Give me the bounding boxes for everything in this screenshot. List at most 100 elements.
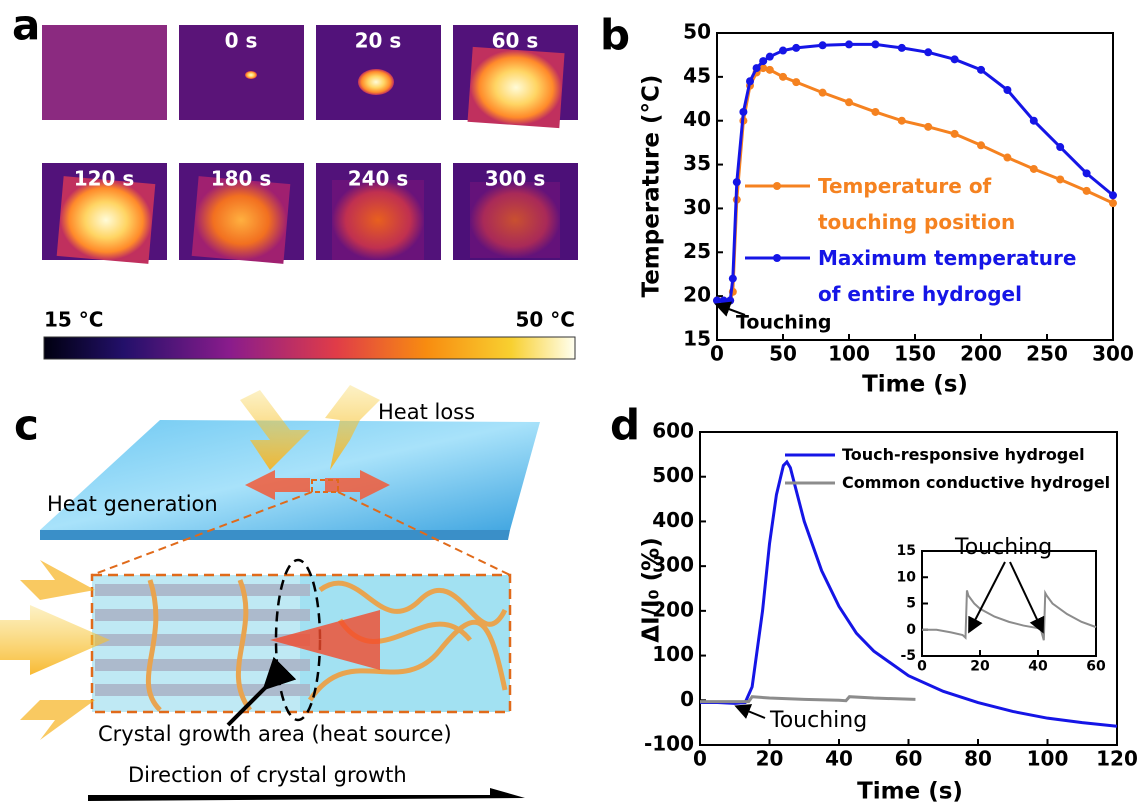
- data-point: [950, 55, 959, 64]
- slab-edge: [40, 530, 510, 540]
- thermal-image: [179, 25, 304, 120]
- panel-label: c: [14, 401, 39, 450]
- zoom-line: [91, 491, 313, 576]
- legend-marker: [773, 182, 781, 190]
- annotation: Touching: [736, 312, 831, 334]
- x-tick-label: 60: [1086, 659, 1106, 675]
- time-label: 180 s: [211, 167, 272, 191]
- data-point: [779, 46, 787, 55]
- plot-frame: [921, 550, 1097, 657]
- heat-arrow: [245, 470, 310, 500]
- data-point: [765, 52, 774, 61]
- x-tick-label: 50: [769, 342, 797, 366]
- y-tick-label: 50: [683, 20, 711, 44]
- annotation-arrow: [734, 704, 766, 719]
- x-tick-label: 120: [1096, 747, 1138, 771]
- diagram-label: Heat loss: [378, 400, 475, 424]
- x-tick-label: 100: [1027, 747, 1069, 771]
- time-label: 300 s: [485, 167, 546, 191]
- data-point: [1003, 153, 1012, 162]
- x-tick-label: 40: [825, 747, 853, 771]
- diagram-label: Crystal growth area (heat source): [98, 722, 452, 746]
- time-label: 20 s: [355, 29, 402, 53]
- x-tick-label: 20: [970, 659, 990, 675]
- data-point: [746, 77, 754, 86]
- panel-label: a: [12, 1, 40, 50]
- data-point: [792, 78, 801, 87]
- heat-arrow: [325, 470, 390, 500]
- y-axis-label: Temperature (°C): [639, 75, 665, 298]
- x-axis-label: Time (s): [862, 372, 968, 398]
- data-point: [1109, 191, 1117, 200]
- colorbar-max: 50 °C: [516, 308, 575, 332]
- time-label: 0 s: [225, 29, 258, 53]
- data-point: [977, 65, 985, 74]
- y-tick-label: 600: [652, 419, 694, 443]
- y-tick-label: 5: [906, 596, 916, 612]
- legend-marker: [773, 254, 781, 262]
- data-point: [1029, 164, 1038, 173]
- legend-entry: Temperature of touching position: [818, 174, 1015, 234]
- data-point: [1056, 175, 1065, 184]
- x-tick-label: 100: [828, 342, 870, 366]
- data-point: [871, 107, 880, 116]
- data-point: [897, 116, 906, 125]
- panel-label: d: [610, 401, 640, 450]
- heat-arrow: [20, 700, 95, 740]
- panel-label: b: [600, 11, 630, 60]
- hot-spot: [358, 69, 394, 95]
- data-point: [845, 98, 853, 107]
- x-tick-label: 0: [693, 747, 707, 771]
- y-tick-label: -100: [644, 732, 694, 756]
- y-tick-label: 40: [683, 107, 711, 131]
- y-tick-label: 0: [906, 622, 916, 638]
- annotation-arrow: [714, 301, 746, 317]
- series-line: [700, 459, 1118, 728]
- data-point: [1029, 116, 1038, 125]
- data-point: [779, 72, 787, 81]
- series-line: [700, 695, 916, 704]
- annotation-arrow: [1009, 561, 1045, 634]
- y-tick-label: 400: [652, 508, 694, 532]
- data-point: [818, 88, 827, 97]
- x-tick-label: 200: [960, 342, 1002, 366]
- data-point: [1109, 199, 1117, 208]
- data-point: [728, 274, 737, 283]
- y-tick-label: 30: [683, 195, 711, 219]
- y-tick-label: 500: [652, 463, 694, 487]
- hot-spot: [467, 46, 565, 129]
- legend-entry: Common conductive hydrogel: [842, 473, 1111, 492]
- y-tick-label: 35: [683, 151, 711, 175]
- data-point: [1082, 186, 1091, 195]
- heat-arrow: [240, 390, 310, 470]
- data-point: [1003, 86, 1012, 95]
- legend-entry: Touch-responsive hydrogel: [842, 445, 1085, 464]
- data-point: [759, 57, 768, 66]
- data-point: [977, 141, 985, 150]
- annotation: Touching: [769, 708, 867, 733]
- direction-arrow: [88, 788, 525, 801]
- data-point: [897, 43, 906, 52]
- y-tick-label: 100: [652, 642, 694, 666]
- data-point: [726, 296, 735, 305]
- y-tick-label: 200: [652, 597, 694, 621]
- data-point: [845, 40, 853, 49]
- y-tick-label: -5: [900, 648, 916, 664]
- data-point: [924, 122, 933, 131]
- y-axis-label: ΔI/I₀ (%): [639, 537, 665, 642]
- time-label: 120 s: [74, 167, 135, 191]
- data-point: [752, 64, 761, 73]
- y-tick-label: 0: [680, 687, 694, 711]
- legend-label: Common conductive hydrogel: [842, 473, 1111, 492]
- x-tick-label: 60: [895, 747, 923, 771]
- x-tick-label: 20: [756, 747, 784, 771]
- y-tick-label: 15: [897, 543, 916, 559]
- data-point: [792, 43, 801, 52]
- time-label: 60 s: [492, 29, 539, 53]
- x-axis-label: Time (s): [857, 779, 963, 805]
- pointer-arrow: [226, 656, 297, 727]
- diagram-label: Direction of crystal growth: [128, 763, 407, 787]
- data-point: [950, 129, 959, 138]
- y-tick-label: 10: [897, 569, 917, 585]
